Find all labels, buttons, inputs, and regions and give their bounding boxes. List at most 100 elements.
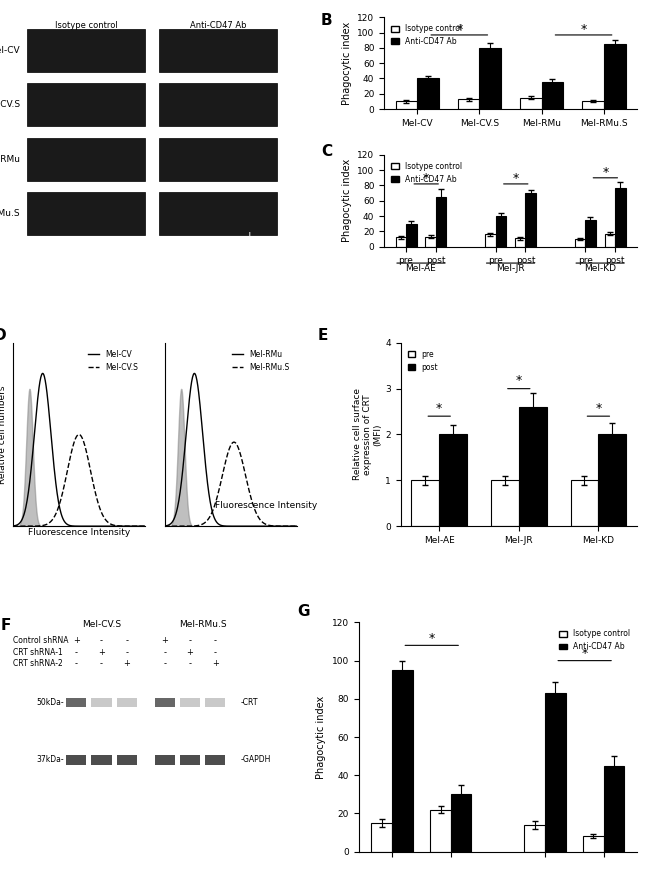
Mel-CV.S	[10, 521, 18, 531]
Legend: Mel-RMu, Mel-RMu.S: Mel-RMu, Mel-RMu.S	[229, 347, 292, 375]
Text: Fluorescence Intensity: Fluorescence Intensity	[215, 501, 318, 510]
Legend: Isotype control, Anti-CD47 Ab: Isotype control, Anti-CD47 Ab	[556, 627, 633, 654]
Text: Control shRNA: Control shRNA	[13, 636, 68, 646]
Bar	[458, 99, 480, 109]
Text: C: C	[321, 144, 332, 159]
FancyBboxPatch shape	[27, 137, 145, 181]
Bar	[411, 481, 439, 526]
Mel-CV.S	[88, 473, 96, 483]
Bar	[582, 101, 604, 109]
Bar	[604, 234, 615, 247]
Legend: Mel-CV, Mel-CV.S: Mel-CV, Mel-CV.S	[84, 347, 141, 375]
Mel-CV.S	[121, 521, 129, 531]
Text: -: -	[125, 647, 128, 657]
Mel-RMu	[242, 521, 250, 531]
Bar	[396, 102, 417, 109]
Text: 37kDa-: 37kDa-	[36, 755, 64, 765]
FancyBboxPatch shape	[92, 755, 112, 765]
Text: *: *	[423, 172, 430, 185]
Bar	[571, 481, 599, 526]
Mel-CV.S	[129, 521, 137, 531]
Bar	[519, 407, 547, 526]
Legend: pre, post: pre, post	[404, 347, 441, 375]
Mel-RMu.S	[161, 521, 169, 531]
Bar	[485, 235, 496, 247]
Bar	[406, 223, 417, 247]
Mel-CV	[121, 521, 129, 531]
Legend: Isotype control, Anti-CD47 Ab: Isotype control, Anti-CD47 Ab	[388, 21, 465, 50]
FancyBboxPatch shape	[155, 755, 175, 765]
Text: Mel-JR: Mel-JR	[496, 264, 525, 274]
Bar	[417, 78, 439, 109]
Bar	[491, 481, 519, 526]
Mel-CV	[10, 521, 18, 531]
Mel-RMu.S	[239, 460, 247, 470]
FancyBboxPatch shape	[66, 755, 86, 765]
Y-axis label: Phagocytic index: Phagocytic index	[317, 695, 326, 779]
Text: -: -	[214, 636, 217, 646]
X-axis label: Fluorescence Intensity: Fluorescence Intensity	[28, 527, 130, 536]
Mel-RMu.S	[272, 521, 280, 531]
Mel-RMu.S	[242, 472, 250, 482]
Text: -GAPDH: -GAPDH	[240, 755, 271, 765]
Mel-CV	[90, 521, 98, 531]
Text: Anti-CD47 Ab: Anti-CD47 Ab	[190, 21, 246, 30]
Text: -: -	[163, 660, 166, 668]
Mel-CV	[38, 368, 46, 379]
Text: -CRT: -CRT	[240, 698, 258, 707]
FancyBboxPatch shape	[205, 755, 226, 765]
Mel-RMu	[272, 521, 280, 531]
Mel-RMu	[190, 368, 198, 379]
Text: -: -	[125, 636, 128, 646]
Bar	[439, 434, 467, 526]
Mel-RMu	[239, 521, 247, 531]
Text: -: -	[100, 636, 103, 646]
Y-axis label: Phagocytic index: Phagocytic index	[342, 22, 352, 105]
FancyBboxPatch shape	[159, 29, 278, 72]
Text: +: +	[73, 636, 80, 646]
Bar	[426, 236, 436, 247]
Mel-CV.S	[88, 470, 96, 481]
Legend: Isotype control, Anti-CD47 Ab: Isotype control, Anti-CD47 Ab	[388, 159, 465, 187]
Mel-CV	[88, 521, 96, 531]
Bar	[525, 825, 545, 852]
Text: Mel-CV.S: Mel-CV.S	[0, 100, 20, 109]
Y-axis label: Phagocytic index: Phagocytic index	[342, 159, 352, 242]
Mel-RMu.S	[240, 462, 248, 473]
Mel-CV.S	[75, 429, 83, 440]
FancyBboxPatch shape	[66, 698, 86, 707]
Bar	[583, 836, 604, 852]
Text: +: +	[161, 636, 168, 646]
Mel-RMu.S	[230, 437, 238, 448]
Bar	[585, 220, 595, 247]
Mel-RMu	[292, 521, 300, 531]
Mel-CV	[88, 521, 96, 531]
Text: *: *	[582, 647, 588, 660]
Mel-RMu.S	[281, 521, 289, 531]
Text: B: B	[321, 13, 333, 28]
Text: *: *	[456, 23, 462, 36]
Text: |: |	[248, 231, 252, 242]
FancyBboxPatch shape	[155, 698, 175, 707]
Text: Mel-RMu: Mel-RMu	[0, 155, 20, 163]
Mel-RMu	[161, 521, 169, 531]
FancyBboxPatch shape	[180, 755, 200, 765]
Bar	[496, 216, 506, 247]
Text: +: +	[187, 647, 194, 657]
Text: +: +	[98, 647, 105, 657]
Bar	[396, 237, 406, 247]
Bar	[615, 188, 625, 247]
FancyBboxPatch shape	[27, 83, 145, 126]
Text: E: E	[318, 328, 328, 343]
Bar	[515, 238, 525, 247]
Mel-RMu	[161, 521, 168, 531]
Bar	[525, 193, 536, 247]
Bar	[436, 197, 447, 247]
Line: Mel-CV.S: Mel-CV.S	[13, 434, 145, 526]
Text: *: *	[603, 166, 608, 179]
Bar	[371, 823, 392, 852]
Mel-CV	[129, 521, 137, 531]
Line: Mel-RMu.S: Mel-RMu.S	[164, 442, 296, 526]
FancyBboxPatch shape	[92, 698, 112, 707]
FancyBboxPatch shape	[27, 29, 145, 72]
